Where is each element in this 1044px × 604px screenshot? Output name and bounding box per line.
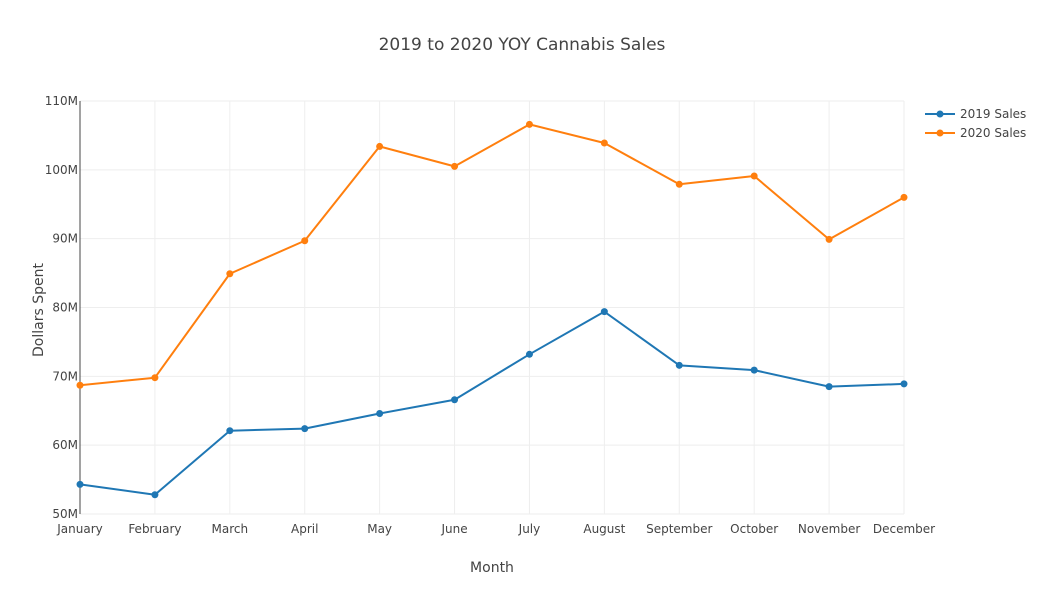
x-tick-label: July	[518, 522, 541, 536]
x-tick-label: September	[646, 522, 712, 536]
series-1	[76, 308, 908, 499]
axis-layer: 50M 60M 70M 80M 90M 100M 110M January February Ma…	[45, 94, 935, 536]
data-point[interactable]	[825, 235, 833, 243]
data-point[interactable]	[226, 270, 234, 278]
data-point[interactable]	[76, 381, 84, 389]
x-tick-label: May	[367, 522, 392, 536]
legend-item[interactable]: 2020 Sales	[925, 126, 1026, 140]
data-point[interactable]	[151, 491, 159, 499]
data-point[interactable]	[750, 172, 758, 180]
chart-title: 2019 to 2020 YOY Cannabis Sales	[379, 35, 666, 55]
legend-item[interactable]: 2019 Sales	[925, 107, 1026, 121]
series-line	[79, 310, 905, 496]
data-point[interactable]	[376, 142, 384, 150]
x-tick-label: April	[291, 522, 318, 536]
series-2	[76, 120, 908, 389]
x-axis-title: Month	[470, 560, 514, 576]
data-point[interactable]	[825, 383, 833, 391]
x-tick-label: February	[128, 522, 181, 536]
y-tick-label: 110M	[45, 94, 78, 108]
y-tick-label: 80M	[52, 301, 78, 315]
legend-swatch-marker	[936, 129, 944, 137]
data-point[interactable]	[151, 374, 159, 382]
y-axis-title: Dollars Spent	[31, 263, 47, 357]
x-tick-label: December	[873, 522, 935, 536]
data-point[interactable]	[900, 380, 908, 388]
series-layer	[76, 120, 908, 499]
data-point[interactable]	[376, 410, 384, 418]
y-tick-label: 60M	[52, 438, 78, 452]
data-point[interactable]	[451, 162, 459, 170]
y-tick-label: 50M	[52, 507, 78, 521]
data-point[interactable]	[525, 120, 533, 128]
legend-label: 2020 Sales	[960, 126, 1026, 140]
data-point[interactable]	[900, 193, 908, 201]
x-tick-label: October	[730, 522, 778, 536]
x-tick-label: June	[440, 522, 467, 536]
data-point[interactable]	[750, 366, 758, 374]
data-point[interactable]	[600, 139, 608, 147]
y-tick-label: 100M	[45, 163, 78, 177]
x-tick-label: August	[583, 522, 625, 536]
y-tick-label: 70M	[52, 369, 78, 383]
x-tick-label: January	[56, 522, 103, 536]
data-point[interactable]	[301, 237, 309, 245]
data-point[interactable]	[226, 427, 234, 435]
x-tick-label: March	[212, 522, 249, 536]
data-point[interactable]	[451, 396, 459, 404]
data-point[interactable]	[675, 180, 683, 188]
x-tick-label: November	[798, 522, 860, 536]
data-point[interactable]	[301, 425, 309, 433]
data-point[interactable]	[525, 350, 533, 358]
legend[interactable]: 2019 Sales 2020 Sales	[925, 107, 1026, 140]
legend-swatch-marker	[936, 110, 944, 118]
y-tick-label: 90M	[52, 232, 78, 246]
data-point[interactable]	[76, 480, 84, 488]
data-point[interactable]	[675, 361, 683, 369]
data-point[interactable]	[600, 308, 608, 316]
series-line	[79, 123, 905, 387]
legend-label: 2019 Sales	[960, 107, 1026, 121]
